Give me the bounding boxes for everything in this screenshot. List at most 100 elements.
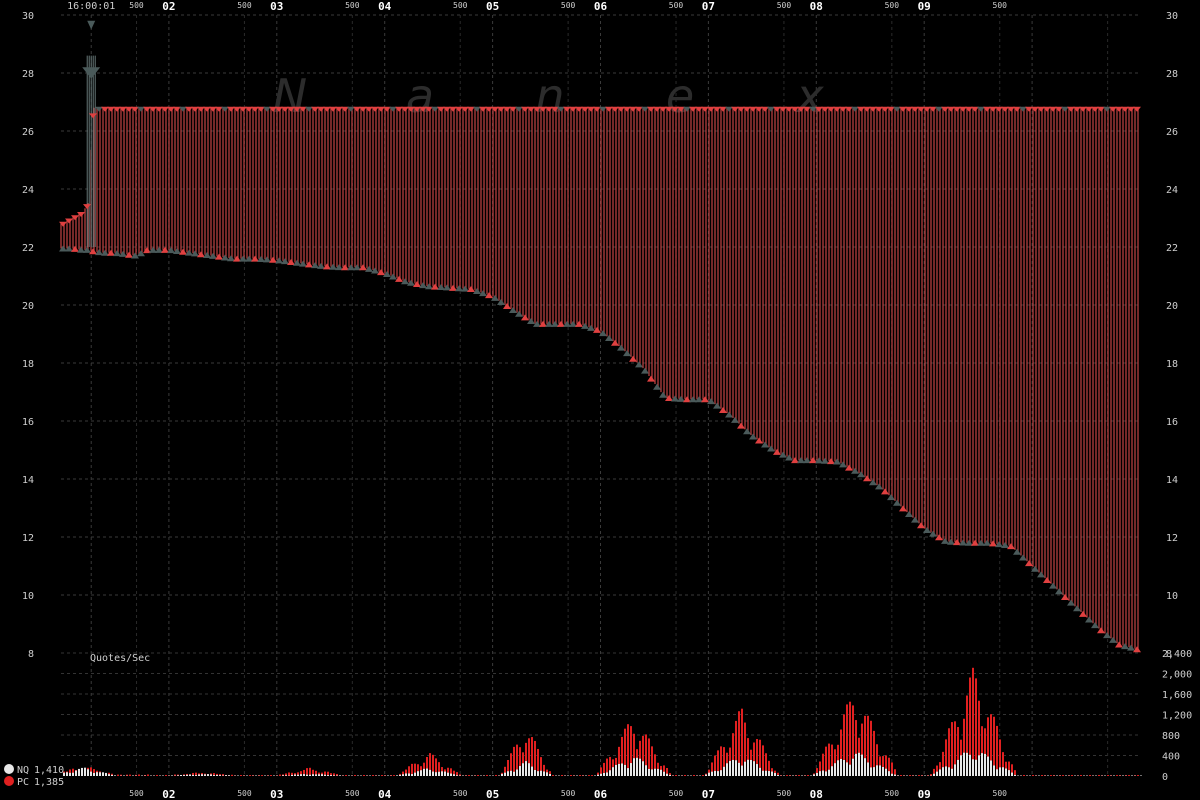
bid-marker	[1091, 622, 1099, 629]
ask-marker	[875, 106, 883, 112]
pc-volume-bar	[894, 769, 896, 776]
pc-volume-bar	[1125, 775, 1127, 776]
pc-volume-bar	[252, 775, 254, 776]
pc-volume-bar	[219, 774, 221, 776]
bid-marker	[479, 290, 487, 297]
nq-volume-bar	[966, 752, 968, 776]
pc-volume-bar	[537, 748, 539, 776]
nq-volume-bar	[507, 771, 509, 776]
ask-marker	[767, 106, 775, 112]
ask-marker	[1055, 106, 1063, 112]
ask-marker	[1067, 106, 1075, 112]
bid-marker	[785, 454, 793, 461]
nq-volume-bar	[858, 752, 860, 776]
pc-volume-bar	[720, 746, 722, 776]
ask-marker	[893, 106, 901, 112]
bid-marker	[533, 320, 541, 327]
pc-volume-bar	[675, 775, 677, 776]
nq-volume-bar	[585, 775, 587, 776]
x-minor-label-bottom: 500	[237, 789, 252, 798]
x-minor-label-top: 500	[561, 1, 576, 10]
nq-volume-bar	[726, 763, 728, 776]
bid-marker	[911, 516, 919, 523]
ask-marker	[911, 106, 919, 112]
pc-volume-bar	[432, 754, 434, 776]
ask-marker	[503, 106, 511, 112]
bid-marker	[689, 396, 697, 403]
pc-volume-bar	[507, 760, 509, 776]
bid-marker	[113, 250, 121, 257]
nq-volume-bar	[861, 754, 863, 776]
ask-marker	[623, 106, 631, 112]
pc-volume-bar	[855, 720, 857, 776]
bid-marker	[953, 539, 961, 546]
nq-volume-bar	[396, 775, 398, 776]
pc-volume-bar	[258, 775, 260, 776]
bid-marker	[851, 467, 859, 474]
ask-marker	[125, 106, 133, 112]
ask-marker	[347, 106, 355, 112]
ask-marker	[923, 106, 931, 112]
nq-volume-bar	[435, 772, 437, 776]
y-tick-right: 8	[1166, 649, 1172, 660]
nq-volume-bar	[111, 774, 113, 776]
bid-marker	[893, 499, 901, 506]
ask-marker	[263, 106, 271, 112]
ask-marker	[197, 106, 205, 112]
bid-marker	[461, 285, 469, 292]
pc-volume-bar	[909, 775, 911, 776]
pc-volume-bar	[312, 769, 314, 776]
ask-marker	[551, 106, 559, 112]
bid-marker	[797, 457, 805, 464]
bid-marker	[929, 530, 937, 537]
ask-marker	[149, 106, 157, 112]
ask-marker	[653, 106, 661, 112]
ask-marker	[1097, 106, 1105, 112]
bid-marker	[467, 286, 475, 293]
pc-volume-bar	[1011, 764, 1013, 776]
nq-volume-bar	[78, 768, 80, 776]
bid-marker	[857, 471, 865, 478]
pc-volume-bar	[297, 772, 299, 776]
pc-volume-bar	[600, 767, 602, 776]
pc-volume-bar	[645, 734, 647, 776]
ask-marker	[59, 221, 67, 227]
bid-marker	[419, 282, 427, 289]
bid-marker	[1055, 588, 1063, 595]
nq-volume-bar	[759, 767, 761, 776]
ask-marker	[1043, 106, 1051, 112]
nq-volume-bar	[516, 769, 518, 776]
y-tick-right: 10	[1166, 591, 1178, 602]
pc-volume-bar	[213, 773, 215, 776]
ask-marker	[719, 106, 727, 112]
pc-volume-bar	[900, 774, 902, 776]
bid-marker	[443, 284, 451, 291]
nq-volume-bar	[957, 759, 959, 776]
x-major-label-bottom: 04	[378, 788, 392, 800]
nq-volume-bar	[519, 766, 521, 776]
pc-volume-bar	[534, 740, 536, 776]
bid-marker	[755, 437, 763, 444]
bid-marker	[377, 269, 385, 276]
pc-volume-bar	[1080, 774, 1082, 776]
pc-volume-bar	[573, 775, 575, 776]
ask-marker	[533, 106, 541, 112]
ask-marker	[353, 106, 361, 112]
bid-marker	[551, 320, 559, 327]
bid-marker	[437, 284, 445, 291]
pc-volume-bar	[780, 775, 782, 776]
nq-volume-bar	[990, 760, 992, 776]
ask-marker	[617, 106, 625, 112]
pc-volume-bar	[453, 770, 455, 776]
pc-volume-bar	[330, 773, 332, 776]
bid-marker	[281, 258, 289, 265]
pc-volume-bar	[663, 765, 665, 776]
pc-volume-bar	[477, 774, 479, 776]
pc-volume-bar	[624, 728, 626, 776]
ask-marker	[839, 106, 847, 112]
volume-bars	[63, 667, 1142, 776]
nq-volume-bar	[729, 760, 731, 776]
pc-volume-bar	[762, 745, 764, 776]
pc-volume-bar	[972, 667, 974, 776]
bid-marker	[845, 464, 853, 471]
